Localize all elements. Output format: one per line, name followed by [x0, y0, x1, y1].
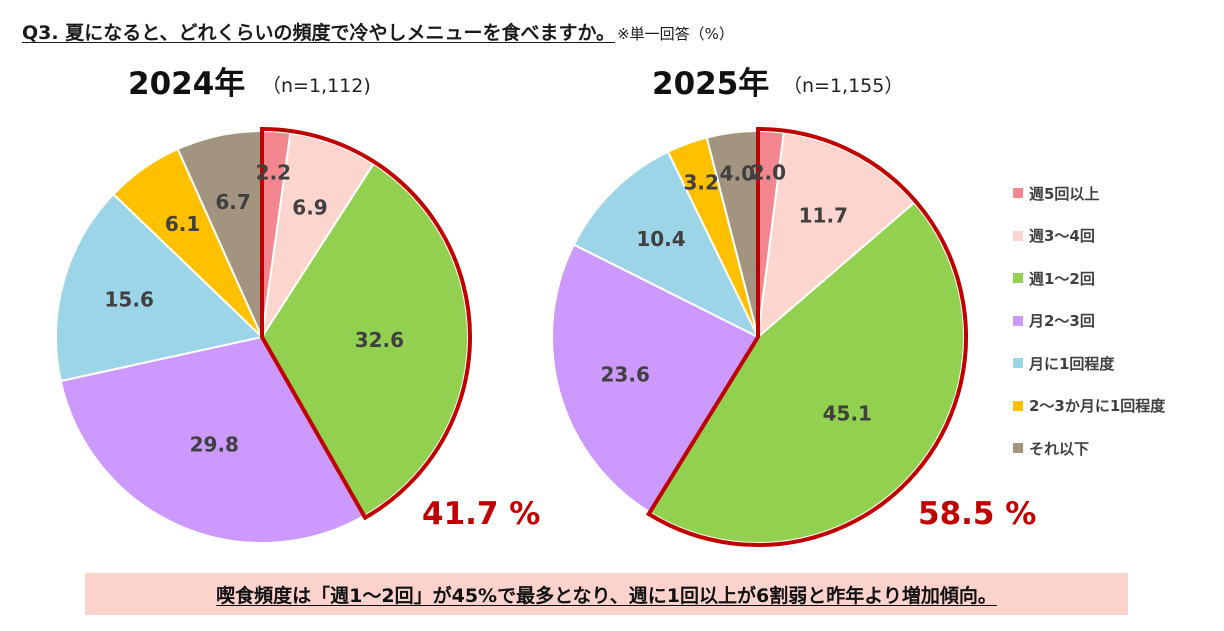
data-label-2025-5plus-weekly: 2.0	[751, 161, 786, 185]
slice-2024-once-monthly	[55, 192, 265, 383]
legend-label: 月に1回程度	[1029, 354, 1115, 373]
data-label-2025-every-2to3-months: 3.2	[683, 170, 718, 194]
summary-banner: 喫食頻度は「週1～2回」が45%で最多となり、週に1回以上が6割弱と昨年より増加…	[85, 573, 1128, 615]
chart-2024-title: 2024年	[128, 66, 245, 102]
legend-swatch	[1013, 230, 1023, 241]
legend-item-2to3-monthly: 月2～3回	[1013, 300, 1165, 343]
legend-item-3to4-weekly: 週3～4回	[1013, 215, 1165, 258]
legend-item-1to2-weekly: 週1～2回	[1013, 257, 1165, 300]
highlight-total-2024: 41.7 %	[422, 496, 540, 532]
data-label-2024-once-monthly: 15.6	[105, 288, 154, 312]
chart-2025: 2025年 （n=1,155） 2.0 11.7 45.1 23.6 10.4 3.2 4.…	[551, 66, 1036, 547]
data-label-2025-3to4-weekly: 11.7	[799, 203, 848, 227]
chart-2024: 2024年 （n=1,112) 2.26.9 32.6 29.8 15.6 6.1 6.7…	[55, 66, 540, 544]
pie-2025: 2.0 11.7 45.1 23.6 10.4 3.2 4.0 58.5 %	[551, 126, 1036, 547]
legend-label: それ以下	[1029, 439, 1090, 458]
slice-2024-2to3-monthly	[59, 335, 366, 544]
chart-2025-sample-size: （n=1,155）	[783, 75, 903, 97]
slice-2025-3to4-weekly	[756, 131, 916, 340]
legend-item-every-2to3-months: 2～3か月に1回程度	[1013, 385, 1165, 428]
highlight-outline-2025	[646, 126, 968, 547]
chart-2024-sample-size: （n=1,112)	[262, 75, 371, 97]
legend-swatch	[1013, 400, 1023, 411]
legend-label: 2～3か月に1回程度	[1029, 397, 1166, 416]
data-label-2025-2to3-monthly: 23.6	[601, 363, 650, 387]
question-title: Q3. 夏になると、どれくらいの頻度で冷やしメニューを食べますか。 ※単一回答（%…	[22, 18, 734, 44]
legend-swatch	[1013, 273, 1023, 284]
data-label-2024-2to3-monthly: 29.8	[190, 432, 239, 456]
legend-label: 週5回以上	[1029, 184, 1100, 203]
data-label-2024-5plus-weekly: 2.2	[256, 161, 291, 185]
data-label-2024-1to2-weekly: 32.6	[355, 328, 404, 352]
data-label-2024-every-2to3-months: 6.1	[165, 212, 200, 236]
legend-label: 週1～2回	[1029, 269, 1095, 288]
pie-2024: 2.26.9 32.6 29.8 15.6 6.1 6.7 41.7 %	[55, 126, 540, 544]
data-label-2024-3to4-weekly: 6.9	[292, 196, 327, 220]
highlight-total-2025: 58.5 %	[918, 496, 1036, 532]
slice-2025-1to2-weekly	[648, 201, 965, 544]
legend-swatch	[1013, 315, 1023, 326]
legend-item-less: それ以下	[1013, 427, 1165, 470]
legend-item-5plus-weekly: 週5回以上	[1013, 172, 1165, 215]
legend-swatch	[1013, 443, 1023, 454]
highlight-outline-2024	[260, 126, 472, 521]
legend-item-once-monthly: 月に1回程度	[1013, 342, 1165, 385]
question-text: Q3. 夏になると、どれくらいの頻度で冷やしメニューを食べますか。	[22, 22, 616, 44]
data-label-2025-once-monthly: 10.4	[636, 227, 685, 251]
legend-label: 月2～3回	[1029, 312, 1095, 331]
chart-2025-title: 2025年	[652, 66, 769, 102]
question-note: ※単一回答（%）	[617, 25, 734, 43]
slice-2025-once-monthly	[572, 150, 761, 340]
summary-text: 喫食頻度は「週1～2回」が45%で最多となり、週に1回以上が6割弱と昨年より増加…	[216, 584, 997, 607]
legend-label: 週3～4回	[1029, 227, 1095, 246]
legend-swatch	[1013, 188, 1023, 199]
data-label-2025-1to2-weekly: 45.1	[823, 401, 872, 425]
data-label-2025-less: 4.0	[720, 162, 755, 186]
legend: 週5回以上週3～4回週1～2回月2～3回月に1回程度 2～3か月に1回程度 それ以下	[1013, 172, 1165, 470]
legend-swatch	[1013, 358, 1023, 369]
data-label-2024-less: 6.7	[215, 190, 250, 214]
